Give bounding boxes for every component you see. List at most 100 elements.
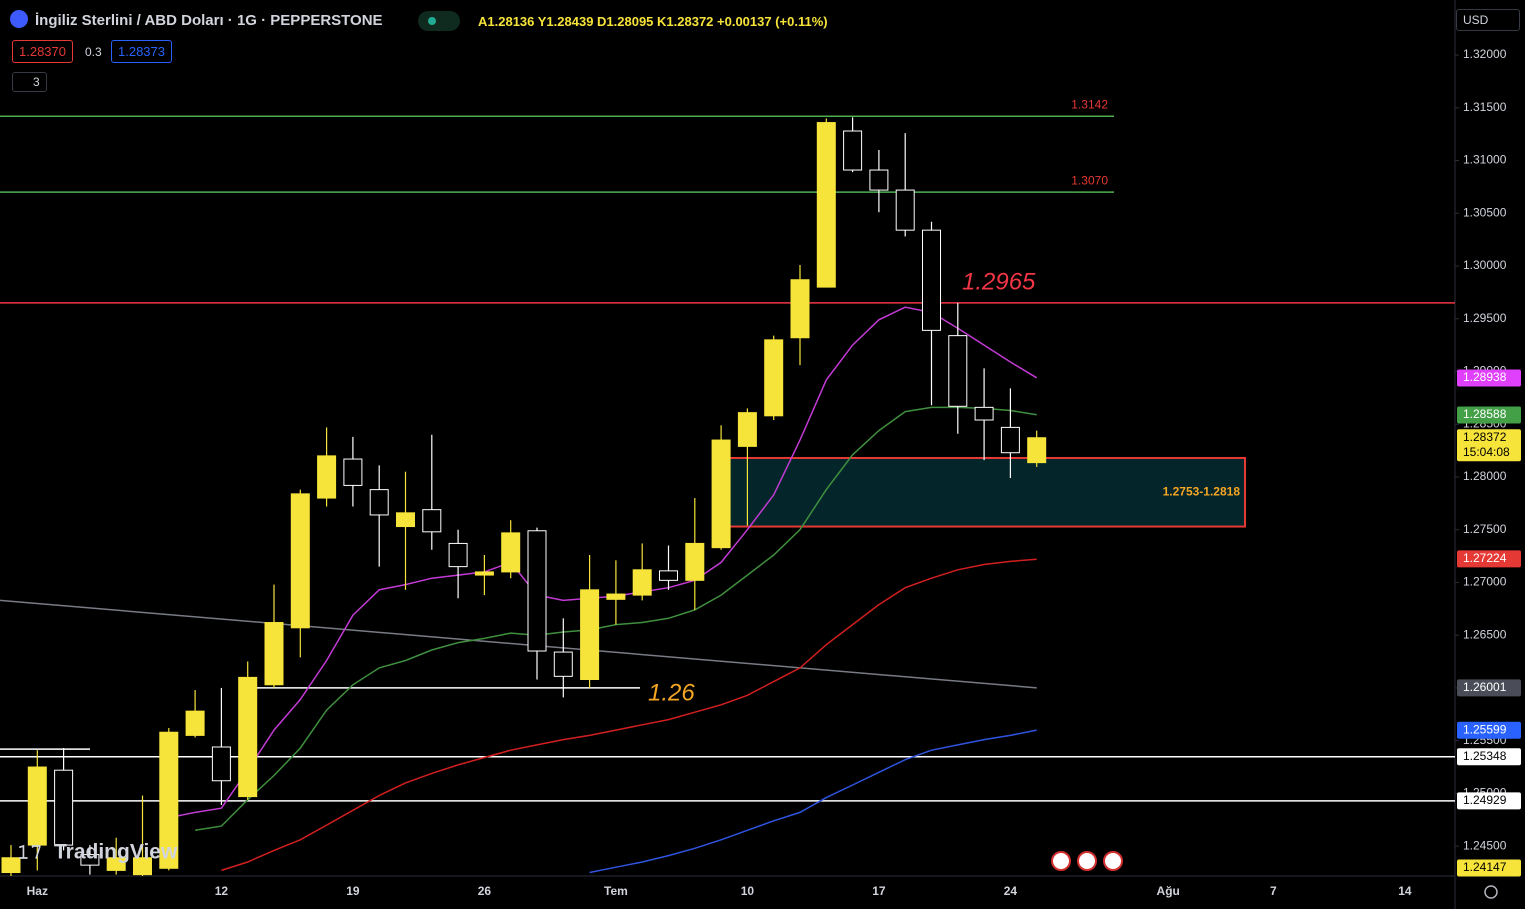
candle-body xyxy=(501,532,521,573)
price-tag xyxy=(1457,369,1521,387)
y-tick-label: 1.31500 xyxy=(1463,100,1507,114)
y-tick-label: 1.31000 xyxy=(1463,153,1507,167)
price-tag-label: 1.28938 xyxy=(1463,370,1507,384)
candle-body xyxy=(895,189,915,231)
moving-average-line xyxy=(589,729,1037,874)
price-tag-label: 1.26001 xyxy=(1463,680,1507,694)
candle-body xyxy=(764,339,784,417)
candle-body xyxy=(1000,426,1020,454)
candle-body xyxy=(1,857,21,874)
candle-body xyxy=(737,412,757,447)
y-tick-label: 1.30000 xyxy=(1463,258,1507,272)
candle-body xyxy=(211,746,231,782)
price-tag xyxy=(1457,429,1521,462)
price-tag xyxy=(1457,721,1521,739)
sell-button[interactable]: 1.28370 xyxy=(12,40,73,63)
candle-body xyxy=(422,509,442,533)
candle-body xyxy=(317,455,337,499)
spread: 0.3 xyxy=(85,45,102,59)
watermark: TradingView xyxy=(54,841,178,864)
y-tick-label: 1.28000 xyxy=(1463,469,1507,483)
candle-body xyxy=(843,130,863,171)
candle-body xyxy=(238,676,258,798)
candle-body xyxy=(659,570,678,581)
settings-icon[interactable] xyxy=(1484,885,1498,899)
countdown: 15:04:08 xyxy=(1463,445,1510,459)
price-tag xyxy=(1457,859,1521,877)
price-tag xyxy=(1457,550,1521,568)
candle-body xyxy=(685,542,705,581)
candle-body xyxy=(790,279,810,339)
level-label: 1.3070 xyxy=(1071,173,1108,187)
x-tick-label: 24 xyxy=(1004,884,1018,898)
candle-body xyxy=(396,512,415,528)
candle-body xyxy=(133,857,152,876)
buy-button[interactable]: 1.28373 xyxy=(111,40,172,63)
level-label: 1.2965 xyxy=(962,268,1036,295)
price-tag xyxy=(1457,792,1521,810)
price-tag-label: 1.28372 xyxy=(1463,430,1507,444)
y-tick-label: 1.24500 xyxy=(1463,838,1507,852)
zone-label: 1.2753-1.2818 xyxy=(1163,484,1241,498)
price-tag-label: 1.25348 xyxy=(1463,749,1507,763)
y-tick-label: 1.27000 xyxy=(1463,575,1507,589)
indicators-toggle[interactable]: 3 xyxy=(12,72,47,92)
x-tick-label: Tem xyxy=(604,884,628,898)
candle-body xyxy=(948,335,968,407)
axes: 1.32000 1.31500 1.31000 1.30500 1.30000 1.295… xyxy=(27,47,1521,898)
candle-body xyxy=(369,489,389,516)
candle-body xyxy=(80,854,100,866)
event-flag[interactable] xyxy=(1077,851,1097,871)
watermark-logo: 𝟷𝟽 xyxy=(17,841,43,863)
price-tag xyxy=(1457,406,1521,424)
candle-body xyxy=(974,406,994,421)
symbol-title: İngiliz Sterlini / ABD Doları · 1G · PEP… xyxy=(35,12,383,29)
candle-body xyxy=(1027,437,1047,464)
trendline xyxy=(0,599,1037,689)
event-flag[interactable] xyxy=(1103,851,1123,871)
candle-body xyxy=(527,530,547,652)
x-tick-label: Ağu xyxy=(1157,884,1180,898)
event-flags[interactable] xyxy=(1051,851,1123,871)
y-tick-label: 1.30500 xyxy=(1463,205,1507,219)
candle-body xyxy=(711,439,731,549)
price-tag-label: 1.24147 xyxy=(1463,860,1507,874)
x-tick-label: Haz xyxy=(27,884,48,898)
candle-body xyxy=(632,569,652,596)
candle-body xyxy=(869,169,889,191)
status-dot xyxy=(428,17,436,25)
x-tick-label: 14 xyxy=(1398,884,1412,898)
event-flag[interactable] xyxy=(1051,851,1071,871)
candle-body xyxy=(27,766,47,846)
currency-select[interactable]: USD xyxy=(1456,9,1520,31)
x-tick-label: 17 xyxy=(872,884,886,898)
candle-body xyxy=(159,731,179,869)
price-tag-label: 1.24929 xyxy=(1463,793,1507,807)
candle-body xyxy=(580,589,600,680)
y-tick-label: 1.26500 xyxy=(1463,627,1507,641)
market-status[interactable] xyxy=(418,11,460,31)
moving-average-line xyxy=(168,306,1038,819)
candle-body xyxy=(816,122,836,288)
x-tick-label: 19 xyxy=(346,884,360,898)
level-label: 1.3142 xyxy=(1071,97,1108,111)
candle-body xyxy=(54,769,74,846)
moving-average-line xyxy=(221,558,1037,872)
x-tick-label: 12 xyxy=(215,884,229,898)
candle-body xyxy=(106,857,126,871)
candle-body xyxy=(343,458,363,486)
price-tag xyxy=(1457,679,1521,697)
price-tag-label: 1.28588 xyxy=(1463,407,1507,421)
x-tick-label: 26 xyxy=(478,884,492,898)
zone xyxy=(719,456,1246,528)
candle-body xyxy=(448,542,468,568)
x-tick-label: 10 xyxy=(741,884,755,898)
y-tick-label: 1.29500 xyxy=(1463,311,1507,325)
candle-body xyxy=(553,651,573,677)
plot-area: 1.2753-1.2818 1.3142 1.3070 1.2965 1.26 xyxy=(0,97,1455,876)
candle-body xyxy=(474,571,494,576)
price-tag-label: 1.25599 xyxy=(1463,722,1507,736)
candle-body xyxy=(290,493,310,629)
